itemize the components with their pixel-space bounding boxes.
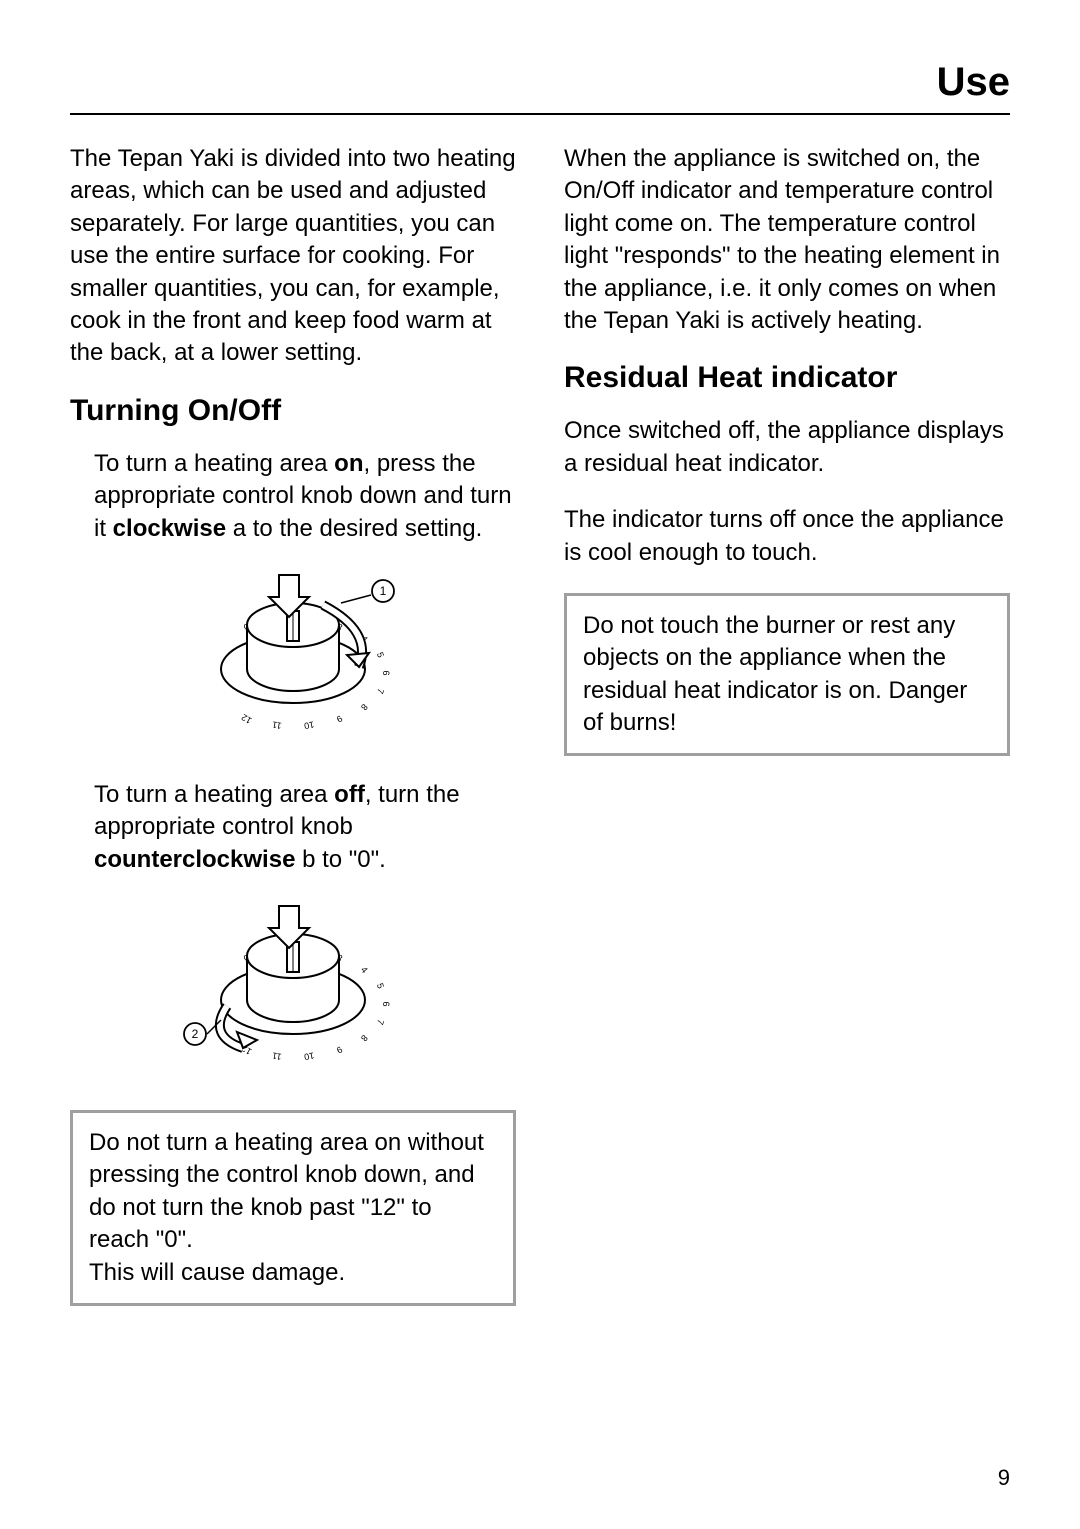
svg-text:7: 7: [375, 687, 386, 695]
turn-off-pre: To turn a heating area: [94, 781, 334, 808]
turn-on-bold-on: on: [334, 450, 363, 477]
burn-warning-text: Do not touch the burner or rest any obje…: [583, 612, 967, 736]
residual-p2: The indicator turns off once the applian…: [564, 504, 1010, 569]
svg-text:12: 12: [240, 712, 254, 726]
turn-on-post: a to the desired setting.: [226, 515, 482, 542]
svg-text:8: 8: [359, 702, 370, 712]
svg-text:6: 6: [381, 670, 391, 675]
page: Use The Tepan Yaki is divided into two h…: [0, 0, 1080, 1529]
svg-text:8: 8: [359, 1033, 370, 1043]
turn-on-pre: To turn a heating area: [94, 450, 334, 477]
svg-text:10: 10: [303, 1050, 315, 1062]
turn-off-post: b to "0".: [295, 846, 385, 873]
svg-text:5: 5: [375, 651, 386, 659]
knob-warning-line1: Do not turn a heating area on without pr…: [89, 1129, 484, 1253]
turn-on-step: To turn a heating area on, press the app…: [94, 448, 516, 545]
knob-clockwise-figure: 0234567891011121: [163, 559, 423, 759]
svg-text:6: 6: [381, 1002, 391, 1007]
intro-paragraph: The Tepan Yaki is divided into two heati…: [70, 143, 516, 370]
turn-on-bold-clockwise: clockwise: [113, 515, 226, 542]
page-title: Use: [70, 60, 1010, 115]
svg-text:11: 11: [271, 1051, 282, 1062]
knob-warning-line2: This will cause damage.: [89, 1259, 345, 1286]
svg-text:9: 9: [335, 713, 344, 724]
content-columns: The Tepan Yaki is divided into two heati…: [70, 143, 1010, 1306]
svg-text:7: 7: [375, 1018, 386, 1026]
residual-heat-heading: Residual Heat indicator: [564, 361, 1010, 395]
svg-text:10: 10: [303, 719, 315, 731]
svg-text:4: 4: [359, 965, 370, 975]
svg-text:2: 2: [192, 1027, 199, 1041]
turn-off-bold-ccw: counterclockwise: [94, 846, 295, 873]
turning-on-off-heading: Turning On/Off: [70, 394, 516, 428]
turn-off-bold-off: off: [334, 781, 365, 808]
burn-warning-box: Do not touch the burner or rest any obje…: [564, 593, 1010, 757]
turn-off-step: To turn a heating area off, turn the app…: [94, 779, 516, 876]
left-column: The Tepan Yaki is divided into two heati…: [70, 143, 516, 1306]
knob-warning-box: Do not turn a heating area on without pr…: [70, 1110, 516, 1306]
right-column: When the appliance is switched on, the O…: [564, 143, 1010, 1306]
svg-text:9: 9: [335, 1044, 344, 1055]
svg-text:1: 1: [380, 584, 387, 598]
residual-p1: Once switched off, the appliance display…: [564, 415, 1010, 480]
page-number: 9: [998, 1465, 1010, 1491]
knob-counterclockwise-figure: 0234567891011122: [163, 890, 423, 1090]
indicator-intro: When the appliance is switched on, the O…: [564, 143, 1010, 337]
svg-text:11: 11: [271, 719, 282, 730]
svg-text:5: 5: [375, 982, 386, 990]
